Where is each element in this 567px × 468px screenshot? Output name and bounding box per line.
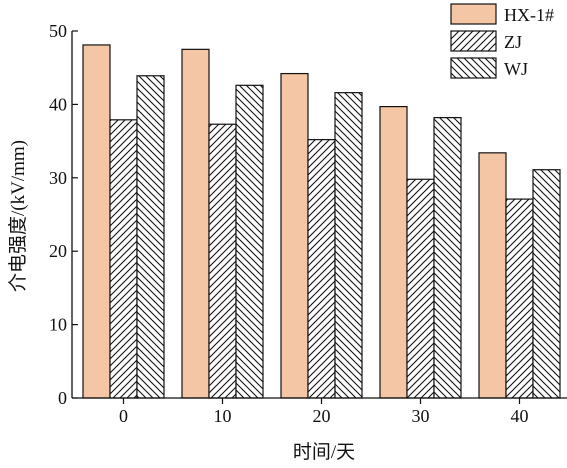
- bar-wj-20: [334, 92, 363, 399]
- x-tick-label-0: 0: [119, 406, 128, 426]
- x-tick-label-10: 10: [214, 406, 232, 426]
- legend-swatch-wj: [450, 57, 497, 79]
- y-tick-label-30: 30: [49, 168, 67, 188]
- bar-zj-40: [505, 198, 534, 399]
- legend-label-wj: WJ: [504, 59, 528, 79]
- bar-zj-0: [109, 119, 138, 399]
- legend: HX-1# ZJ WJ: [450, 3, 554, 79]
- legend-label-zj: ZJ: [504, 32, 522, 52]
- bar-wj-30: [433, 117, 462, 399]
- bar-wj-0: [136, 75, 165, 399]
- y-tick-label-20: 20: [49, 241, 67, 261]
- bars-group: [82, 44, 561, 399]
- y-axis-title: 介电强度/(kV/mm): [7, 140, 29, 292]
- x-axis-title: 时间/天: [293, 441, 355, 463]
- y-axis: 0 10 20 30 40 50: [49, 21, 78, 408]
- bar-wj-10: [235, 84, 264, 399]
- bar-hx1-20: [280, 72, 309, 399]
- x-tick-label-20: 20: [313, 406, 331, 426]
- bar-hx1-0: [82, 44, 111, 399]
- y-tick-label-10: 10: [49, 315, 67, 335]
- bar-hx1-10: [181, 48, 210, 399]
- legend-label-hx1: HX-1#: [504, 5, 554, 25]
- bar-wj-40: [532, 169, 561, 399]
- x-axis: 0 10 20 30 40: [72, 397, 567, 426]
- y-tick-label-50: 50: [49, 21, 67, 41]
- bar-zj-30: [406, 178, 435, 399]
- legend-swatch-zj: [450, 30, 497, 52]
- y-tick-label-40: 40: [49, 94, 67, 114]
- legend-swatch-hx1: [450, 3, 497, 25]
- x-tick-label-30: 30: [412, 406, 430, 426]
- bar-zj-20: [307, 139, 336, 399]
- bar-hx1-30: [379, 106, 408, 399]
- bar-zj-10: [208, 123, 237, 399]
- x-tick-label-40: 40: [511, 406, 529, 426]
- y-tick-label-0: 0: [58, 388, 67, 408]
- bar-hx1-40: [478, 152, 507, 399]
